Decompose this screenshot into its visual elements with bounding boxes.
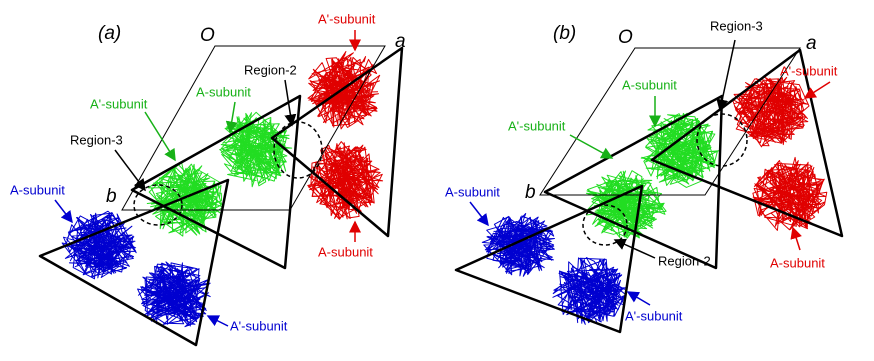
panel-label: (a) (98, 23, 121, 44)
annotation: A-subunit (622, 77, 677, 92)
axis-label: b (106, 186, 117, 207)
origin-label: O (618, 27, 633, 48)
annotation: Region-3 (710, 18, 763, 33)
annotation: Region-3 (70, 132, 123, 147)
axis-label: b (525, 182, 536, 203)
axis-label: a (395, 31, 406, 52)
annotation: A-subunit (770, 255, 825, 270)
panel-label: (b) (553, 23, 576, 44)
arrow (55, 200, 72, 222)
annotation: A'-subunit (780, 63, 838, 78)
arrow (145, 112, 175, 160)
annotation: A'-subunit (625, 308, 683, 323)
annotation: Region-2 (244, 62, 297, 77)
annotation: A-subunit (10, 182, 65, 197)
axis-label: a (806, 33, 817, 54)
arrow (628, 292, 650, 305)
annotation: Region-2 (658, 253, 711, 268)
arrow (208, 316, 228, 326)
annotation: A'-subunit (318, 11, 376, 26)
arrow (570, 135, 612, 158)
annotation: A-subunit (318, 244, 373, 259)
arrow (115, 150, 145, 190)
annotation: A'-subunit (508, 118, 566, 133)
arrow (793, 228, 800, 250)
figure: (a) O a b A'-subunit Region-2 A-subunit … (0, 0, 874, 361)
annotation: A'-subunit (230, 318, 288, 333)
arrow (615, 240, 655, 258)
annotation: A-subunit (445, 184, 500, 199)
arrow (470, 202, 488, 225)
annotation: A'-subunit (90, 96, 148, 111)
origin-label: O (200, 25, 215, 46)
annotation: A-subunit (196, 84, 251, 99)
